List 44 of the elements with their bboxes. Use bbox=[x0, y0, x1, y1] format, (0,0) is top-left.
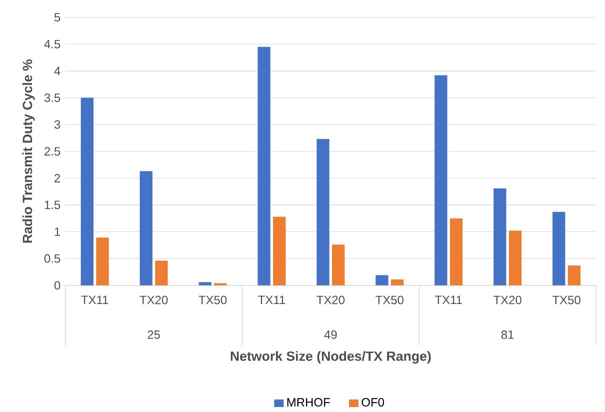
y-tick-label: 4.5 bbox=[44, 40, 60, 48]
bar bbox=[568, 266, 581, 286]
bar bbox=[273, 216, 286, 286]
bar bbox=[390, 279, 404, 286]
x-tick-label: TX20 bbox=[316, 296, 345, 304]
text: 49 bbox=[324, 330, 337, 339]
x-tick-label: TX11 bbox=[81, 296, 108, 304]
y-tick-label: 5 bbox=[54, 13, 60, 22]
bar bbox=[376, 275, 388, 286]
bar bbox=[96, 238, 109, 286]
bar bbox=[198, 282, 212, 286]
y-tick-label: 3.5 bbox=[44, 93, 60, 102]
y-tick-label: 2 bbox=[54, 174, 60, 182]
text: 81 bbox=[501, 330, 514, 339]
bar bbox=[316, 139, 330, 286]
x-tick-label: TX20 bbox=[493, 296, 522, 304]
x-tick-label: TX50 bbox=[376, 296, 404, 304]
legend-label: MRHOF bbox=[287, 398, 330, 407]
y-tick-label: 1 bbox=[54, 228, 60, 236]
x-tick-label: TX50 bbox=[198, 296, 227, 304]
y-tick-label: 3 bbox=[54, 120, 60, 129]
bar bbox=[80, 98, 94, 286]
y-tick-label: 0 bbox=[54, 281, 60, 290]
bar bbox=[258, 46, 270, 286]
x-tick-label: TX11 bbox=[258, 296, 286, 304]
bar bbox=[140, 171, 152, 286]
x-tick-label: TX11 bbox=[434, 296, 462, 304]
bar bbox=[155, 260, 168, 286]
y-tick-label: 4 bbox=[54, 66, 60, 76]
y-tick-label: 2.5 bbox=[44, 147, 60, 156]
y-axis-title: Radio Transmit Duty Cycle % bbox=[22, 59, 35, 243]
x-tick-label: TX20 bbox=[140, 296, 168, 304]
legend-label: OF0 bbox=[362, 398, 384, 407]
bar bbox=[508, 230, 522, 286]
y-tick-label: 0.5 bbox=[44, 254, 60, 263]
bar bbox=[494, 188, 506, 286]
x-tick-label: TX50 bbox=[552, 296, 580, 304]
bar bbox=[450, 218, 463, 286]
bar bbox=[434, 75, 448, 286]
x-axis-title: Network Size (Nodes/TX Range) bbox=[230, 351, 431, 364]
text: 25 bbox=[148, 330, 160, 339]
bar bbox=[332, 244, 345, 286]
y-tick-label: 1.5 bbox=[44, 200, 60, 210]
bar bbox=[552, 212, 566, 286]
